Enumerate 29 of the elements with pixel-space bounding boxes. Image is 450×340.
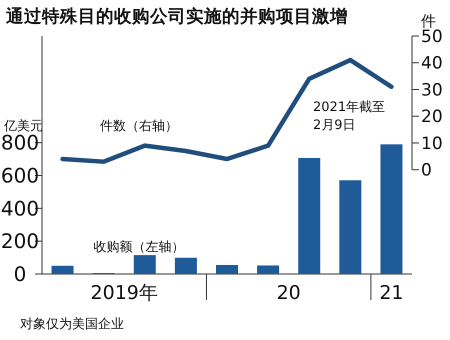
y-tick-label: 600	[0, 164, 40, 188]
text: 对象仅为美国企业	[20, 316, 124, 332]
text: 2019年	[90, 282, 158, 304]
y2-tick-label: 0	[421, 160, 432, 181]
bar	[257, 265, 280, 274]
bar	[380, 144, 402, 274]
y2-tick-label: 10	[421, 134, 443, 154]
text: 21	[379, 282, 404, 304]
y-tick-label: 200	[0, 229, 40, 254]
y2-tick-label: 40	[421, 54, 443, 74]
y-tick-label: 0	[14, 262, 26, 286]
bar	[52, 266, 74, 274]
chart-title: 通过特殊目的收购公司实施的并购项目激增	[5, 6, 348, 27]
y2-tick-label: 50	[421, 27, 443, 47]
y2-tick-label: 20	[421, 107, 443, 128]
text: 20	[276, 282, 301, 304]
series-label: 收购额（左轴）	[93, 240, 184, 255]
bar	[174, 258, 197, 274]
y-tick-label: 800	[0, 130, 40, 155]
series-label: 件数（右轴）	[100, 119, 178, 134]
annotation: 2021年截至2月9日	[313, 100, 386, 133]
y2-tick-label: 30	[421, 80, 443, 100]
bar	[298, 158, 320, 274]
bar	[216, 264, 238, 274]
y2-axis-title: 件	[421, 12, 436, 30]
line-series	[60, 58, 394, 164]
y-tick-label: 400	[0, 196, 40, 220]
bar	[339, 180, 362, 274]
bar	[134, 255, 156, 274]
